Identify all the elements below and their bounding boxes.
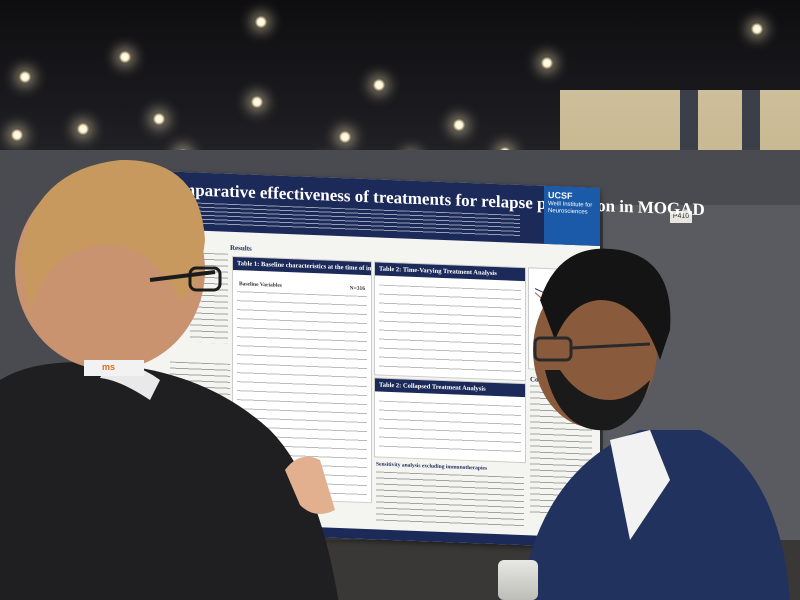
institution-logo: UCSF Weill Institute for Neurosciences [544,185,600,247]
attendee-left [0,159,339,600]
ceiling-light [250,95,264,109]
ceiling-light [18,70,32,84]
ceiling-light [338,130,352,144]
attendee-right [520,248,790,600]
ceiling-light [118,50,132,64]
logo-text: Weill Institute for Neurosciences [548,201,593,216]
name-badge-text: ms [102,362,116,372]
ceiling-light [540,56,554,70]
ceiling-light [10,128,24,142]
drink-cup [498,560,538,600]
ceiling-light [152,112,166,126]
ceiling-light [750,22,764,36]
sensitivity-heading: Sensitivity analysis excluding immunothe… [376,461,488,472]
name-badge: ms [84,360,144,376]
ceiling-light [372,78,386,92]
booth-number-sign: P410 [670,211,692,223]
ceiling-light [254,15,268,29]
ceiling-light [452,118,466,132]
ceiling-light [76,122,90,136]
logo-abbr: UCSF [548,190,573,201]
